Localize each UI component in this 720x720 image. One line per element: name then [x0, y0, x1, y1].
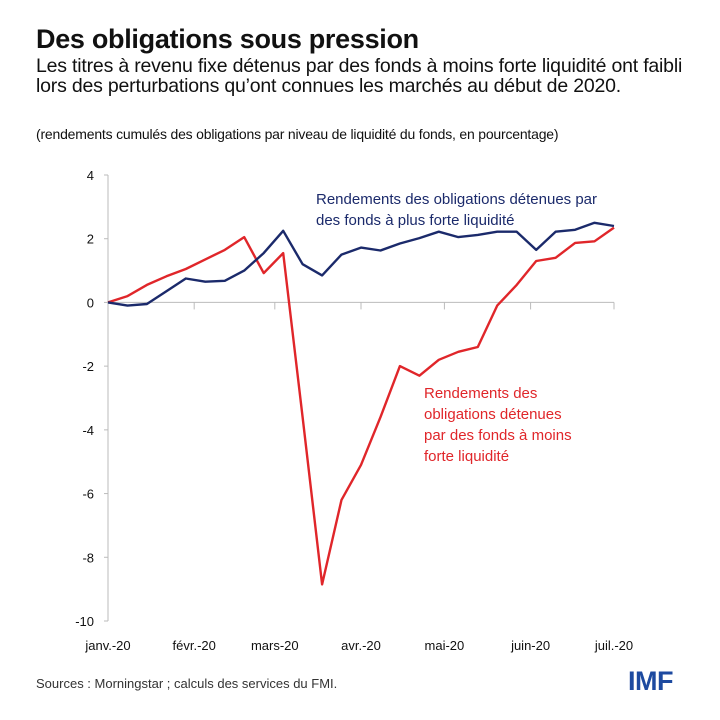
series-annotation: Rendements des [424, 385, 537, 402]
x-tick-label: mai-20 [425, 638, 465, 653]
chart-subtitle: Les titres à revenu fixe détenus par des… [36, 55, 683, 97]
y-tick-label: -6 [82, 487, 94, 502]
x-tick-label: juil.-20 [594, 638, 633, 653]
series-annotation: Rendements des obligations détenues par [316, 191, 597, 208]
series-annotation: des fonds à plus forte liquidité [316, 212, 514, 229]
y-tick-label: -8 [82, 550, 94, 565]
y-tick-label: 4 [87, 168, 94, 183]
x-tick-label: janv.-20 [84, 638, 130, 653]
x-tick-label: févr.-20 [173, 638, 216, 653]
x-tick-label: juin-20 [510, 638, 550, 653]
series-annotation: obligations détenues [424, 406, 562, 423]
y-tick-label: 2 [87, 232, 94, 247]
series-annotation: par des fonds à moins [424, 427, 572, 444]
source-note: Sources : Morningstar ; calculs des serv… [36, 676, 338, 691]
y-tick-label: 0 [87, 295, 94, 310]
y-tick-label: -10 [75, 614, 94, 629]
y-tick-label: -4 [82, 423, 94, 438]
x-tick-label: mars-20 [251, 638, 299, 653]
x-tick-label: avr.-20 [341, 638, 381, 653]
series-line [107, 226, 615, 586]
chart-units: (rendements cumulés des obligations par … [36, 126, 559, 142]
y-tick-label: -2 [82, 359, 94, 374]
imf-logo: IMF [628, 666, 674, 696]
series-annotation: forte liquidité [424, 448, 509, 465]
chart-title: Des obligations sous pression [36, 24, 419, 54]
series-line [107, 221, 615, 307]
